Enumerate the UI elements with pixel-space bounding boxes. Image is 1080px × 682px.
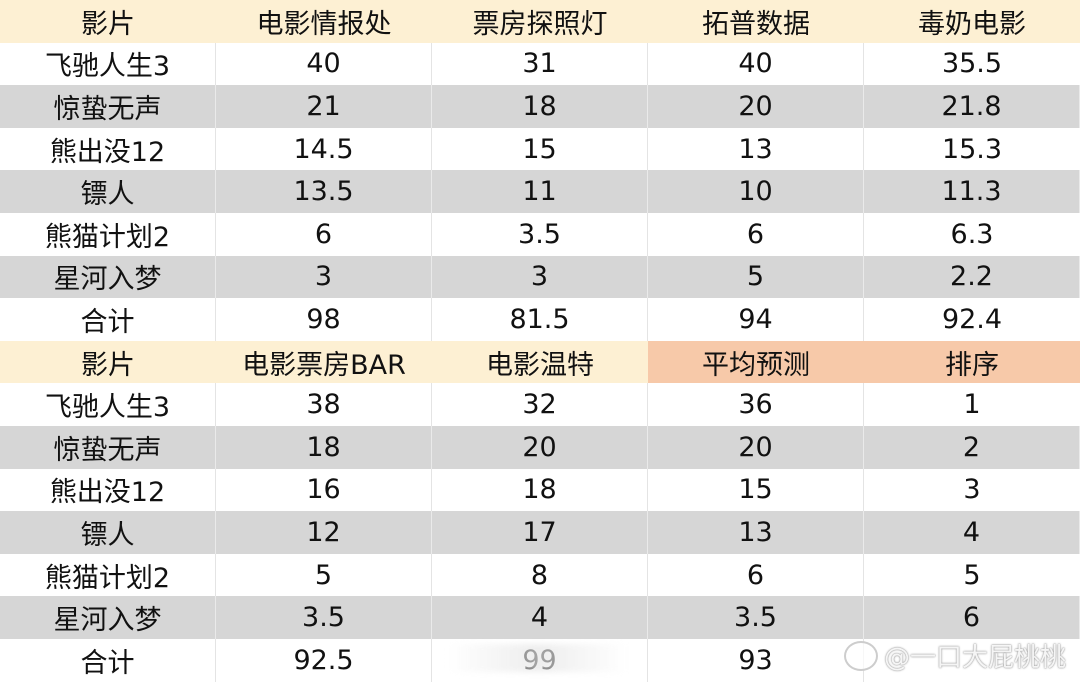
- value-cell: 92.4: [941, 303, 1003, 335]
- film-name-cell: 合计: [0, 638, 216, 682]
- value-cell: 10: [648, 170, 864, 213]
- column-header: 电影票房BAR: [216, 340, 432, 384]
- value-cell: 3: [432, 255, 648, 299]
- value-cell: 5: [216, 553, 432, 597]
- value-cell: 2.2: [864, 255, 1080, 299]
- value-cell: 81.5: [432, 298, 648, 341]
- table-row: 熊猫计划2 6 3.5 6 6.3: [0, 212, 1080, 256]
- film-name-cell: 星河入梦: [0, 255, 216, 299]
- value-cell: 15.3: [941, 133, 1003, 165]
- value-cell: 4: [432, 596, 648, 639]
- value-cell: 98: [216, 298, 432, 341]
- value-cell: 94: [648, 298, 864, 341]
- value-cell: 6: [864, 596, 1080, 639]
- table-row: 熊猫计划2 5 8 6 5: [0, 553, 1080, 597]
- header-row: 影片 电影票房BAR 电影温特 平均预测 排序: [0, 340, 1080, 384]
- watermark: @一口大屁桃桃: [843, 637, 1066, 674]
- value-cell: 13: [648, 511, 864, 554]
- value-cell: 20: [648, 425, 864, 469]
- value-cell: 4: [864, 511, 1080, 554]
- value-cell: 13: [648, 127, 864, 171]
- value-cell: 20: [432, 425, 648, 469]
- value-cell: 32: [432, 383, 648, 426]
- value-cell: 15: [648, 468, 864, 512]
- table-row: 熊出没12 16 18 15 3: [0, 468, 1080, 512]
- column-header: 平均预测: [648, 340, 864, 384]
- value-cell: 92.5: [216, 638, 432, 682]
- value-cell: 3.5: [648, 596, 864, 639]
- film-name-cell: 镖人: [0, 511, 216, 554]
- value-cell: 36: [648, 383, 864, 426]
- table-row: 镖人 13.5 11 10 11.3: [0, 170, 1080, 213]
- film-name-cell: 合计: [0, 298, 216, 341]
- value-cell: 17: [432, 511, 648, 554]
- value-cell: 21: [216, 85, 432, 128]
- value-cell: 6: [648, 212, 864, 256]
- column-header: 拓普数据: [648, 0, 864, 43]
- film-name-cell: 熊出没12: [0, 127, 216, 171]
- value-cell: 15: [432, 127, 648, 171]
- value-cell: 3: [963, 474, 981, 506]
- value-cell: 16: [216, 468, 432, 512]
- value-cell: 8: [432, 553, 648, 597]
- value-cell: 2: [864, 425, 1080, 469]
- column-header: 影片: [0, 340, 216, 384]
- value-cell: 3.5: [216, 596, 432, 639]
- column-header: 电影情报处: [216, 0, 432, 43]
- table-row: 星河入梦 3.5 4 3.5 6: [0, 596, 1080, 639]
- film-name-cell: 星河入梦: [0, 596, 216, 639]
- value-cell: 38: [216, 383, 432, 426]
- value-cell: 18: [432, 468, 648, 512]
- watermark-text: @一口大屁桃桃: [883, 643, 1066, 673]
- value-cell: 40: [216, 42, 432, 86]
- column-header: 毒奶电影: [864, 0, 1080, 43]
- column-header: 电影温特: [432, 340, 648, 384]
- obscured-area: [448, 644, 628, 672]
- table-row: 星河入梦 3 3 5 2.2: [0, 255, 1080, 299]
- value-cell: 14.5: [216, 127, 432, 171]
- value-cell: 93: [648, 638, 864, 682]
- table-row: 惊蛰无声 21 18 20 21.8: [0, 85, 1080, 128]
- value-cell: 11: [432, 170, 648, 213]
- table-row: 飞驰人生3 40 31 40 35.5: [0, 42, 1080, 86]
- film-name-cell: 熊猫计划2: [0, 553, 216, 597]
- value-cell: 20: [648, 85, 864, 128]
- value-cell: 3.5: [432, 212, 648, 256]
- value-cell: 12: [216, 511, 432, 554]
- value-cell: 1: [963, 389, 981, 421]
- film-name-cell: 熊猫计划2: [0, 212, 216, 256]
- film-name-cell: 熊出没12: [0, 468, 216, 512]
- value-cell: 6: [648, 553, 864, 597]
- value-cell: 3: [216, 255, 432, 299]
- table-row: 熊出没12 14.5 15 13 15.3: [0, 127, 1080, 171]
- column-header: 影片: [0, 0, 216, 43]
- value-cell: 31: [432, 42, 648, 86]
- column-header: 排序: [864, 340, 1080, 384]
- value-cell: 6.3: [950, 218, 994, 250]
- total-row: 合计 98 81.5 94 92.4: [0, 298, 1080, 341]
- film-name-cell: 飞驰人生3: [0, 42, 216, 86]
- header-row: 影片 电影情报处 票房探照灯 拓普数据 毒奶电影: [0, 0, 1080, 43]
- value-cell: 18: [216, 425, 432, 469]
- value-cell: 18: [432, 85, 648, 128]
- film-name-cell: 镖人: [0, 170, 216, 213]
- value-cell: 5: [648, 255, 864, 299]
- film-name-cell: 惊蛰无声: [0, 425, 216, 469]
- value-cell: 6: [216, 212, 432, 256]
- value-cell: 21.8: [864, 85, 1080, 128]
- value-cell: 5: [963, 559, 981, 591]
- value-cell: 40: [648, 42, 864, 86]
- film-name-cell: 飞驰人生3: [0, 383, 216, 426]
- column-header: 票房探照灯: [432, 0, 648, 43]
- table-row: 飞驰人生3 38 32 36 1: [0, 383, 1080, 426]
- weibo-logo-icon: [843, 640, 878, 671]
- value-cell: 35.5: [941, 48, 1003, 80]
- film-name-cell: 惊蛰无声: [0, 85, 216, 128]
- table-row: 镖人 12 17 13 4: [0, 511, 1080, 554]
- value-cell: 13.5: [216, 170, 432, 213]
- table-row: 惊蛰无声 18 20 20 2: [0, 425, 1080, 469]
- value-cell: 11.3: [864, 170, 1080, 213]
